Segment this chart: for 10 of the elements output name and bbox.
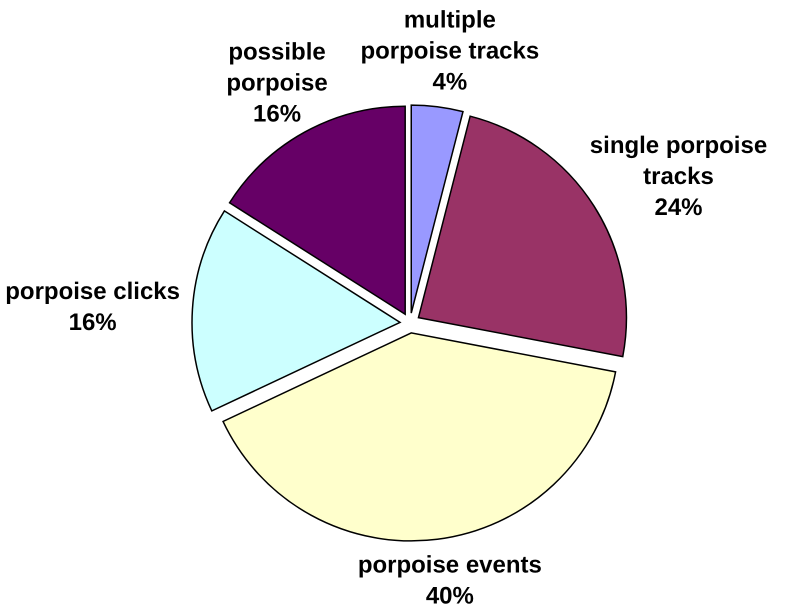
data-label: 16% (253, 100, 302, 127)
data-label: 4% (432, 68, 468, 96)
data-label: 40% (426, 582, 474, 609)
slice-label: porpoise clicks (5, 278, 180, 305)
data-label: 24% (654, 193, 703, 220)
slice-label: porpoise events (358, 550, 542, 578)
slice-label: single porpoise tracks (590, 131, 768, 190)
data-label: 16% (68, 308, 117, 336)
slice-label: multiple porpoise tracks (360, 6, 540, 64)
slice-label: possible porpoise (226, 38, 328, 96)
